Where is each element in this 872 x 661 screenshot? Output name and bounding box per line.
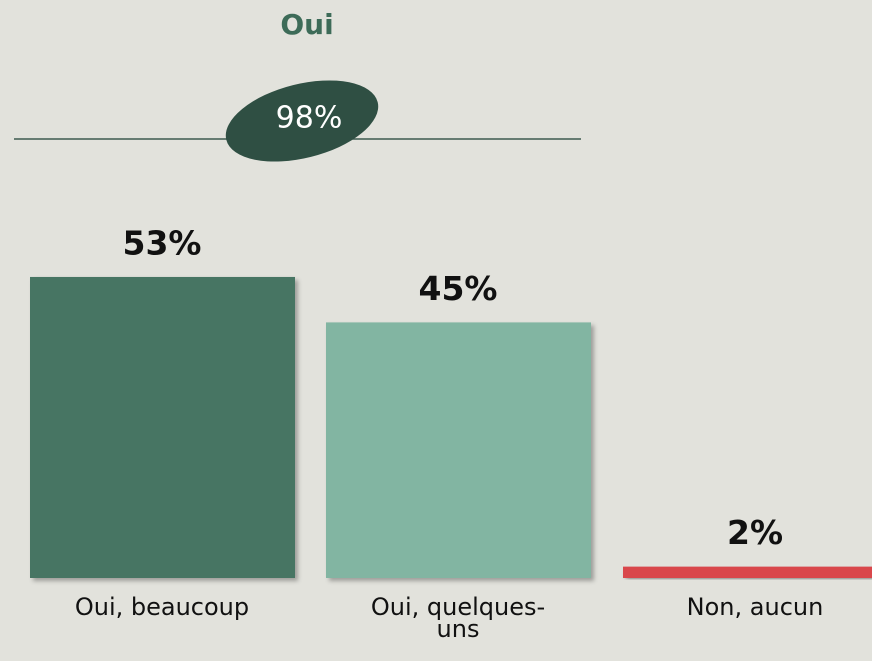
total-label: 98% (276, 101, 343, 136)
value-label: 45% (419, 269, 498, 308)
category-label: Non, aucun (686, 593, 824, 621)
value-label: 2% (727, 513, 783, 552)
total-badge (225, 80, 379, 162)
bar (623, 566, 872, 578)
bar (30, 276, 295, 578)
category-label: Oui, beaucoup (74, 593, 250, 621)
value-label: 53% (123, 223, 202, 262)
category-label: Oui, quelques-uns (370, 593, 546, 643)
bar (326, 322, 591, 578)
group-label: Oui (280, 8, 333, 41)
